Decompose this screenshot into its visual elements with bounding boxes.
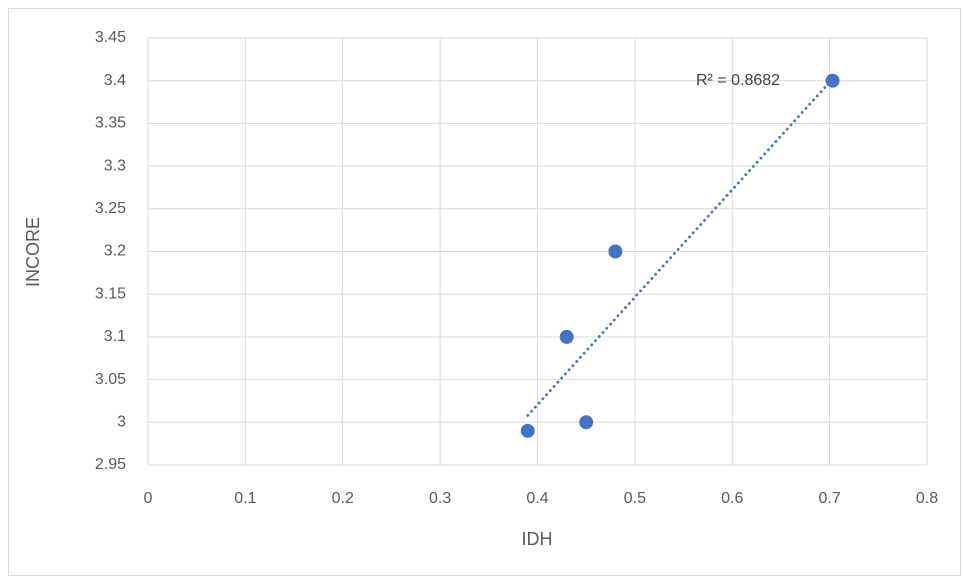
- trendline-layer: [526, 77, 834, 417]
- y-axis-title: INCORE: [23, 217, 43, 287]
- data-point: [559, 329, 574, 344]
- x-tick-label: 0: [144, 490, 153, 507]
- y-tick-label: 3.1: [104, 328, 126, 345]
- chart-frame: [8, 8, 961, 576]
- trendline: [526, 77, 834, 417]
- x-axis-title: IDH: [522, 529, 553, 549]
- gridlines: [147, 37, 928, 466]
- tick-labels: 2.95 3 3.05 3.1 3.15 3.2 3.25 3.3 3.35 3.4 3.45 0 0.…: [95, 29, 938, 507]
- data-point: [608, 244, 623, 259]
- r-squared-annotation: R² = 0.8682: [696, 72, 780, 89]
- y-tick-label: 3.35: [95, 115, 126, 132]
- y-tick-label: 3.45: [95, 29, 126, 46]
- x-tick-label: 0.8: [916, 490, 938, 507]
- y-tick-label: 2.95: [95, 456, 126, 473]
- y-tick-label: 3.3: [104, 157, 126, 174]
- data-point: [520, 423, 535, 438]
- data-point: [579, 415, 594, 430]
- data-point: [825, 73, 840, 88]
- x-tick-label: 0.7: [819, 490, 841, 507]
- y-tick-label: 3.25: [95, 200, 126, 217]
- x-tick-label: 0.5: [624, 490, 646, 507]
- y-tick-label: 3.05: [95, 371, 126, 388]
- data-points: [520, 73, 840, 438]
- y-tick-label: 3.15: [95, 285, 126, 302]
- y-tick-label: 3.4: [104, 72, 126, 89]
- x-tick-label: 0.3: [429, 490, 451, 507]
- x-tick-label: 0.1: [234, 490, 256, 507]
- x-tick-label: 0.4: [526, 490, 548, 507]
- x-tick-label: 0.2: [332, 490, 354, 507]
- x-tick-label: 0.6: [721, 490, 743, 507]
- y-tick-label: 3.2: [104, 243, 126, 260]
- y-tick-label: 3: [117, 414, 126, 431]
